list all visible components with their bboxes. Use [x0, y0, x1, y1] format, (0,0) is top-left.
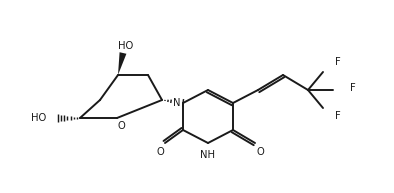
- Text: O: O: [117, 121, 125, 131]
- Text: NH: NH: [201, 150, 216, 160]
- Polygon shape: [118, 52, 126, 75]
- Text: F: F: [335, 111, 341, 121]
- Text: O: O: [256, 147, 264, 157]
- Text: O: O: [156, 147, 164, 157]
- Text: HO: HO: [118, 41, 134, 51]
- Text: HO: HO: [31, 113, 46, 123]
- Text: F: F: [350, 83, 356, 93]
- Text: N: N: [173, 98, 181, 108]
- Text: F: F: [335, 57, 341, 67]
